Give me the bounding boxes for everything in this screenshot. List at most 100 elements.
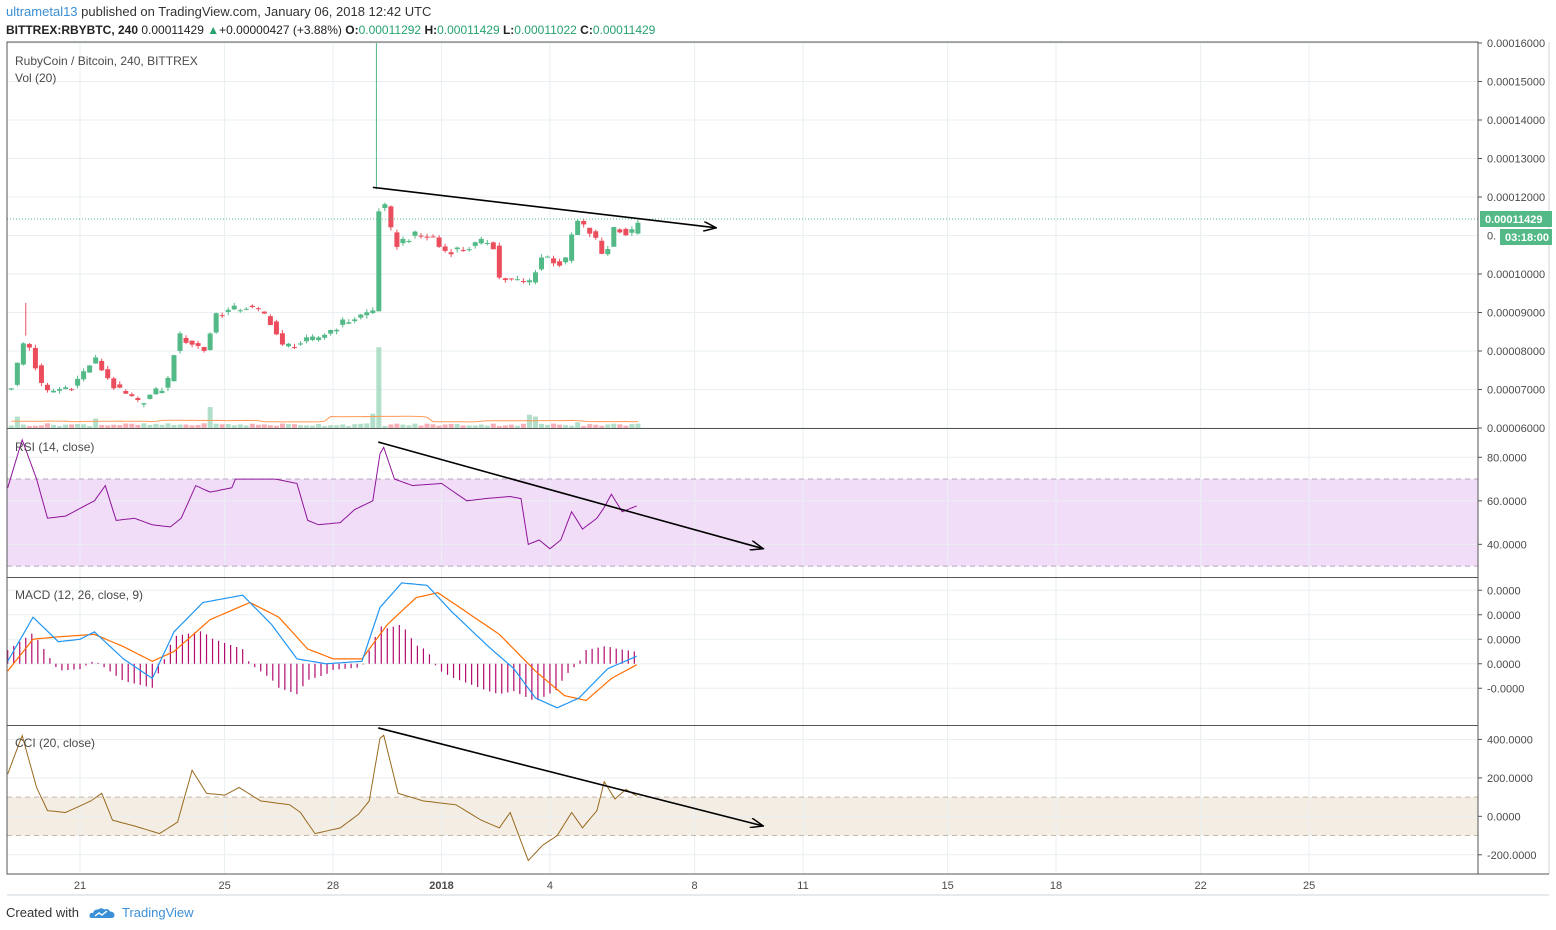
- volume-bar: [629, 424, 635, 428]
- volume-bar: [623, 425, 629, 428]
- candle: [418, 235, 424, 237]
- price-axis-label: 0.00007000: [1487, 385, 1545, 397]
- candle: [364, 312, 370, 316]
- rsi-axis-label: 40.0000: [1487, 539, 1527, 551]
- volume-bar: [466, 425, 472, 428]
- candle: [44, 384, 50, 391]
- candle: [141, 403, 147, 405]
- candle: [496, 245, 502, 278]
- candle: [38, 365, 44, 383]
- volume-bar: [141, 423, 147, 428]
- volume-bar: [261, 424, 267, 428]
- x-tick-label: 22: [1195, 880, 1207, 892]
- volume-bar: [382, 426, 388, 428]
- volume-bar: [611, 423, 617, 428]
- volume-bar: [599, 425, 605, 428]
- volume-bar: [63, 424, 69, 428]
- last-price-label: 0.00011429: [1485, 214, 1543, 226]
- volume-bar: [177, 424, 183, 428]
- volume-bar: [448, 423, 454, 428]
- candle: [171, 355, 177, 382]
- candle: [285, 343, 291, 347]
- volume-bar: [310, 425, 316, 428]
- candle: [635, 222, 641, 234]
- volume-bar: [38, 425, 44, 428]
- author-link[interactable]: ultrametal13: [6, 4, 78, 19]
- volume-bar: [243, 425, 249, 428]
- volume-bar: [496, 426, 502, 428]
- tradingview-cloud-icon: [89, 908, 115, 919]
- volume-bar: [557, 424, 563, 428]
- candle: [575, 220, 581, 235]
- price-axis-label: 0.00014000: [1487, 115, 1545, 127]
- change-up-icon: ▲: [207, 23, 220, 37]
- volume-bar: [255, 424, 261, 428]
- cci-axis-label: 400.0000: [1487, 734, 1533, 746]
- high-value: 0.00011429: [437, 23, 500, 37]
- candle: [394, 232, 400, 247]
- chart-frame: [6, 41, 1479, 875]
- volume-bar: [394, 423, 400, 428]
- volume-bar: [147, 424, 153, 428]
- open-value: 0.00011292: [358, 23, 422, 37]
- candle: [243, 308, 249, 310]
- volume-bar: [69, 424, 75, 428]
- candle: [165, 377, 171, 388]
- volume-bar: [249, 423, 255, 428]
- volume-bar: [424, 423, 430, 428]
- volume-bar: [32, 425, 38, 428]
- volume-bar: [532, 416, 538, 428]
- candle: [322, 334, 328, 338]
- candle: [545, 256, 551, 258]
- volume-bar: [316, 423, 322, 428]
- candle: [490, 242, 496, 250]
- symbol-label[interactable]: BITTREX:RBYBTC, 240: [6, 23, 139, 37]
- candle: [249, 305, 255, 308]
- candle: [69, 389, 75, 391]
- candle: [406, 240, 412, 243]
- volume-bar: [551, 423, 557, 428]
- candle: [563, 257, 569, 263]
- cci-trendline: [378, 727, 763, 826]
- tradingview-link[interactable]: TradingView: [122, 905, 194, 920]
- candle: [316, 337, 322, 341]
- volume-bar: [298, 425, 304, 428]
- candle: [267, 316, 273, 326]
- candle: [520, 281, 526, 283]
- candle: [514, 279, 520, 281]
- volume-bar: [123, 423, 129, 428]
- volume-bar: [117, 425, 123, 428]
- ohlc-line: BITTREX:RBYBTC, 240 0.00011429 ▲+0.00000…: [6, 21, 1546, 39]
- candle: [569, 234, 575, 261]
- footer: Created with TradingView: [6, 904, 194, 922]
- x-tick-label: 25: [1303, 880, 1315, 892]
- candle: [201, 346, 207, 351]
- volume-bar: [207, 407, 213, 428]
- cci-axis-label: 0.0000: [1487, 811, 1521, 823]
- candle: [50, 390, 56, 393]
- countdown-label: 03:18:00: [1505, 232, 1549, 244]
- volume-bar: [593, 424, 599, 428]
- volume-bar: [99, 425, 105, 428]
- candle: [346, 322, 352, 324]
- x-tick-label: 28: [327, 880, 339, 892]
- candle: [14, 362, 20, 385]
- candle: [75, 378, 81, 386]
- volume-bar: [370, 413, 376, 428]
- candle: [195, 343, 201, 346]
- volume-bar: [159, 424, 165, 428]
- candle: [57, 388, 63, 391]
- candle: [581, 220, 587, 225]
- x-tick-label: 2018: [429, 880, 453, 892]
- candle: [412, 231, 418, 236]
- candle: [532, 272, 538, 283]
- candle: [358, 314, 364, 318]
- macd-axis-label: -0.0000: [1487, 683, 1524, 695]
- rsi-axis-label: 60.0000: [1487, 496, 1527, 508]
- high-label: H:: [424, 23, 438, 37]
- candle: [231, 305, 237, 310]
- price-axis-label: 0.00010000: [1487, 269, 1545, 281]
- candle: [304, 337, 310, 342]
- created-with-label: Created with: [6, 905, 79, 920]
- volume-bar: [472, 425, 478, 428]
